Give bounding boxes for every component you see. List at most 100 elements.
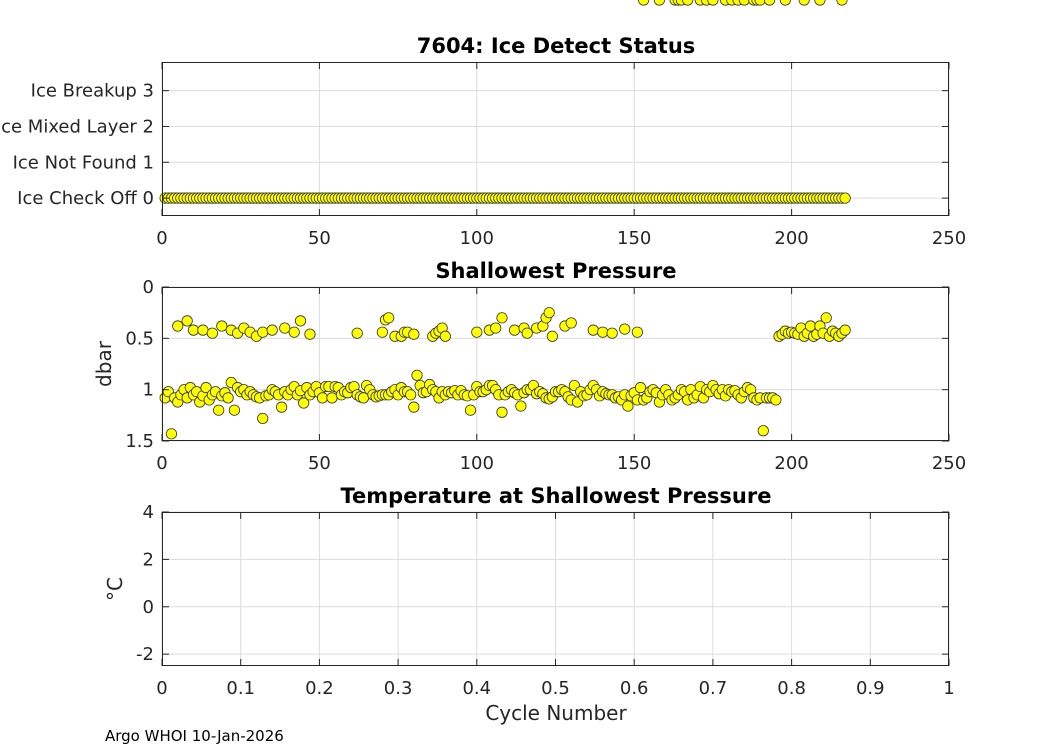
y-tick-label: 2: [143, 549, 154, 570]
x-tick-label: 0: [156, 453, 167, 474]
data-point: [839, 192, 851, 204]
data-point: [213, 404, 225, 416]
data-point: [405, 389, 417, 401]
plot-area: 0 50 100 150 200 250 0 0.5 1 1.5: [125, 0, 966, 474]
data-point: [565, 317, 577, 329]
data-point: [606, 327, 618, 339]
data-point: [738, 0, 750, 6]
data-point: [257, 412, 269, 425]
x-tick-label: 100: [460, 228, 494, 249]
data-point: [515, 400, 527, 412]
data-point: [653, 0, 665, 6]
x-tick-label: 200: [774, 228, 808, 249]
data-point: [682, 0, 694, 6]
axes-frame: [162, 287, 949, 441]
data-point: [172, 320, 184, 332]
x-tick-label: 200: [774, 453, 808, 474]
data-series: [159, 0, 851, 440]
data-point: [779, 0, 791, 6]
data-point: [587, 324, 599, 336]
data-point: [508, 324, 521, 336]
y-tick-label: 1: [143, 380, 154, 401]
data-point: [839, 324, 851, 336]
data-point: [521, 327, 533, 339]
x-tick-label: 0.8: [777, 678, 806, 699]
data-point: [279, 322, 291, 334]
x-tick-label: 150: [617, 228, 651, 249]
plot-area: 0 50 100 150 200 250 Ice Check Off 0 Ice Not Fo…: [0, 62, 966, 249]
axes-background: [162, 62, 949, 216]
x-tick-label: 0.3: [384, 678, 413, 699]
data-point: [408, 401, 420, 413]
x-tick-label: 0.5: [541, 678, 570, 699]
data-point: [298, 397, 310, 409]
data-point: [814, 0, 826, 6]
data-point: [631, 326, 643, 338]
data-point: [546, 330, 558, 342]
data-point: [798, 0, 810, 6]
data-point: [638, 0, 650, 6]
data-point: [294, 315, 307, 327]
x-tick-label: 0.2: [305, 678, 334, 699]
data-point: [216, 320, 228, 332]
y-tick-label: 0.5: [125, 328, 154, 349]
x-tick-label: 0: [156, 678, 167, 699]
x-tick-label: 0.7: [699, 678, 728, 699]
data-point: [276, 401, 288, 413]
data-point: [411, 369, 423, 381]
data-point: [496, 312, 508, 324]
y-axis-label: °C: [103, 577, 127, 601]
y-tick-label: 0: [143, 597, 154, 618]
data-point: [490, 322, 502, 334]
data-point: [408, 328, 420, 340]
data-point: [187, 324, 200, 336]
x-tick-label: 50: [308, 228, 331, 249]
chart-title: 7604: Ice Detect Status: [417, 34, 696, 58]
data-point: [383, 312, 395, 324]
x-tick-label: 150: [617, 453, 651, 474]
data-point: [597, 326, 609, 338]
chart-title: Shallowest Pressure: [435, 259, 676, 283]
data-point: [836, 0, 848, 6]
data-point: [257, 326, 269, 338]
data-point: [757, 425, 769, 437]
data-point: [165, 428, 178, 440]
x-tick-label: 1: [943, 678, 954, 699]
data-point: [770, 394, 782, 406]
data-point: [763, 0, 776, 6]
y-tick-label: Ice Not Found 1: [13, 152, 154, 173]
y-tick-label: Ice Mixed Layer 2: [0, 116, 154, 137]
data-point: [351, 327, 363, 339]
data-point: [206, 327, 218, 339]
x-tick-label: 250: [932, 228, 966, 249]
data-point: [197, 324, 209, 336]
ice-detect-status-chart: 7604: Ice Detect Status 0 50 100 150 200 250 I…: [0, 34, 966, 249]
x-tick-label: 0.1: [226, 678, 255, 699]
data-point: [304, 328, 316, 340]
x-tick-label: 0.9: [856, 678, 885, 699]
data-point: [266, 324, 278, 336]
data-point: [543, 307, 555, 319]
data-series: [159, 192, 851, 204]
data-point: [200, 382, 212, 394]
x-tick-label: 50: [308, 453, 331, 474]
y-tick-label: -2: [136, 644, 154, 665]
temperature-chart: Temperature at Shallowest Pressure °C Cy…: [103, 484, 955, 725]
x-axis-label: Cycle Number: [485, 701, 627, 725]
data-point: [228, 404, 241, 416]
data-point: [634, 382, 647, 394]
data-point: [707, 0, 719, 6]
data-point: [326, 392, 338, 404]
data-point: [622, 400, 634, 412]
x-tick-label: 100: [460, 453, 494, 474]
x-tick-label: 0.6: [620, 678, 649, 699]
y-tick-label: 0: [143, 277, 154, 298]
axes-background: [162, 287, 949, 441]
data-point: [820, 312, 832, 324]
data-point: [222, 392, 234, 404]
y-tick-label: 1.5: [125, 431, 154, 452]
x-tick-label: 0.4: [462, 678, 491, 699]
data-point: [464, 404, 477, 416]
